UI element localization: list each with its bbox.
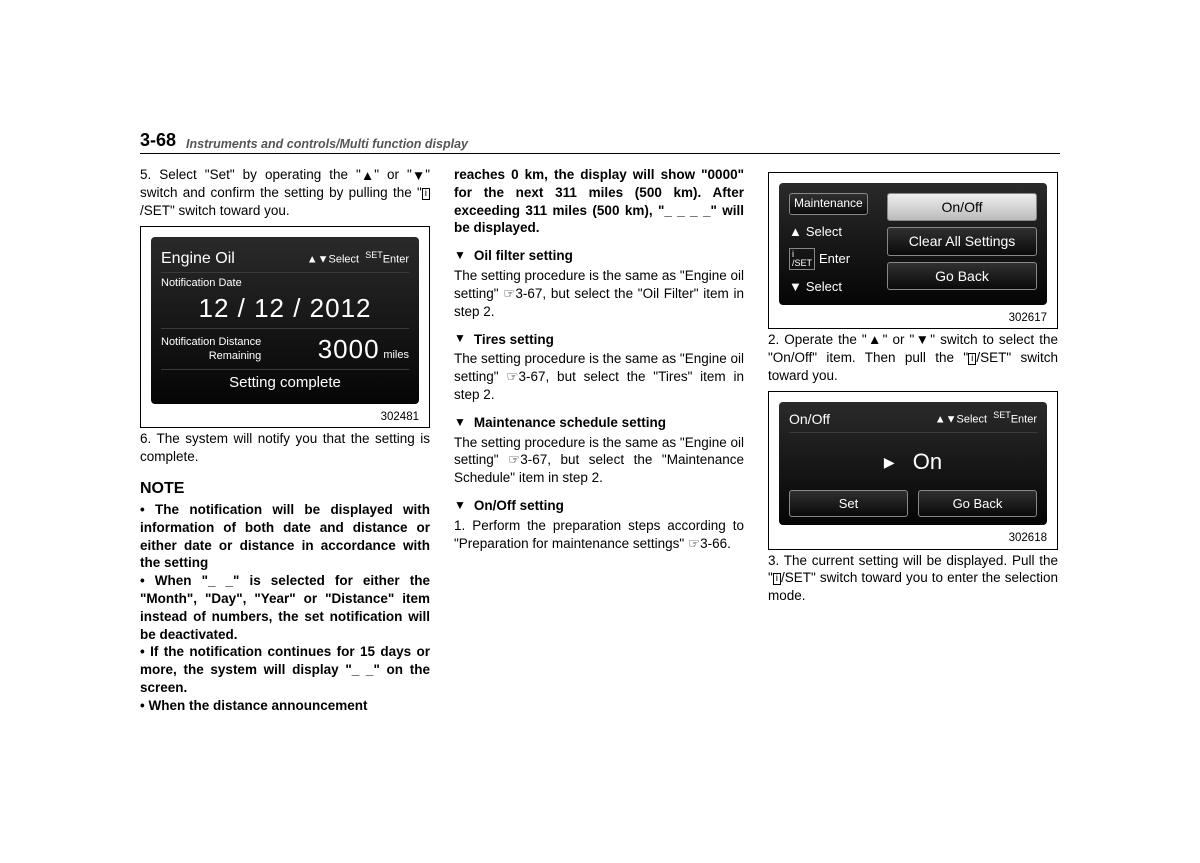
manual-page: 3-68 Instruments and controls/Multi func… xyxy=(140,130,1060,715)
i-set-icon: i xyxy=(422,188,430,200)
continuation-bold: reaches 0 km, the display will show "000… xyxy=(454,166,744,237)
page-number: 3-68 xyxy=(140,130,176,151)
left-label: Select xyxy=(806,223,842,240)
triangle-right-icon: ▶ xyxy=(884,453,895,471)
step-2: 2. Operate the "▲" or "▼" switch to sele… xyxy=(768,331,1058,384)
heading-maintenance: ▼Maintenance schedule setting xyxy=(454,414,744,432)
lcd-maintenance-menu: Maintenance ▲Select i/SET Enter ▼Select … xyxy=(779,183,1047,305)
note-item: The notification will be displayed with … xyxy=(140,501,430,572)
date-label: Notification Date xyxy=(161,276,242,291)
lcd-hint: ▲▼Select SETEnter xyxy=(935,410,1037,428)
note-title: NOTE xyxy=(140,478,430,499)
dist-label-a: Notification Distance xyxy=(161,335,261,350)
lcd-engine-oil: Engine Oil ▲▼Select SETEnter Notificatio… xyxy=(151,237,419,404)
content-columns: 5. Select "Set" by operating the "▲" or … xyxy=(140,166,1060,715)
lcd-onoff: On/Off ▲▼Select SETEnter ▶ On Set Go Bac… xyxy=(779,402,1047,526)
figure-1-caption: 302481 xyxy=(151,410,419,425)
para-maintenance: The setting procedure is the same as "En… xyxy=(454,434,744,487)
i-set-icon: i xyxy=(773,573,781,585)
step-5: 5. Select "Set" by operating the "▲" or … xyxy=(140,166,430,220)
column-2: reaches 0 km, the display will show "000… xyxy=(454,166,744,715)
left-label: Maintenance xyxy=(789,193,868,215)
dist-value: 3000 xyxy=(318,334,380,364)
date-value: 12 / 12 / 2012 xyxy=(198,291,371,325)
triangle-down-icon: ▼ xyxy=(454,248,466,264)
note-item: When "_ _" is selected for either the "M… xyxy=(140,572,430,643)
step-6: 6. The system will notify you that the s… xyxy=(140,430,430,466)
triangle-down-icon: ▼ xyxy=(454,331,466,347)
triangle-up-icon: ▲ xyxy=(789,223,802,240)
heading-onoff: ▼On/Off setting xyxy=(454,497,744,515)
figure-2-caption: 302617 xyxy=(779,311,1047,326)
triangle-down-icon: ▼ xyxy=(789,278,802,295)
dist-label-b: Remaining xyxy=(161,349,261,364)
set-button[interactable]: Set xyxy=(789,490,908,517)
triangle-down-icon: ▼ xyxy=(914,332,930,347)
column-1: 5. Select "Set" by operating the "▲" or … xyxy=(140,166,430,715)
note-item: When the distance announcement xyxy=(140,697,430,715)
para-tires: The setting procedure is the same as "En… xyxy=(454,350,744,403)
onoff-value: On xyxy=(913,447,942,476)
section-title: Instruments and controls/Multi function … xyxy=(186,137,468,151)
left-label: Select xyxy=(806,278,842,295)
figure-3-caption: 302618 xyxy=(779,531,1047,546)
lcd-title: On/Off xyxy=(789,410,830,428)
column-3: Maintenance ▲Select i/SET Enter ▼Select … xyxy=(768,166,1058,715)
para-onoff-step1: 1. Perform the preparation steps accordi… xyxy=(454,517,744,553)
para-oil-filter: The setting procedure is the same as "En… xyxy=(454,267,744,320)
go-back-button[interactable]: Go Back xyxy=(918,490,1037,517)
triangle-up-icon: ▲ xyxy=(867,332,883,347)
dist-unit: miles xyxy=(383,349,409,361)
note-list: The notification will be displayed with … xyxy=(140,501,430,715)
menu-option-back[interactable]: Go Back xyxy=(887,262,1037,290)
page-header: 3-68 Instruments and controls/Multi func… xyxy=(140,130,1060,154)
triangle-down-icon: ▼ xyxy=(454,498,466,514)
menu-option-clear[interactable]: Clear All Settings xyxy=(887,227,1037,255)
lcd-hint: ▲▼Select SETEnter xyxy=(307,250,409,267)
figure-2: Maintenance ▲Select i/SET Enter ▼Select … xyxy=(768,172,1058,329)
heading-tires: ▼Tires setting xyxy=(454,331,744,349)
menu-option-onoff[interactable]: On/Off xyxy=(887,193,1037,221)
lcd-title: Engine Oil xyxy=(161,248,235,269)
triangle-down-icon: ▼ xyxy=(412,167,425,185)
figure-3: On/Off ▲▼Select SETEnter ▶ On Set Go Bac… xyxy=(768,391,1058,550)
triangle-down-icon: ▼ xyxy=(454,415,466,431)
triangle-up-icon: ▲ xyxy=(361,167,374,185)
figure-1: Engine Oil ▲▼Select SETEnter Notificatio… xyxy=(140,226,430,428)
i-set-icon: i/SET xyxy=(789,248,815,270)
step-3: 3. The current setting will be displayed… xyxy=(768,552,1058,605)
note-item: If the notification continues for 15 day… xyxy=(140,643,430,696)
heading-oil-filter: ▼Oil filter setting xyxy=(454,247,744,265)
left-label: Enter xyxy=(819,250,850,267)
setting-complete: Setting complete xyxy=(161,370,409,396)
